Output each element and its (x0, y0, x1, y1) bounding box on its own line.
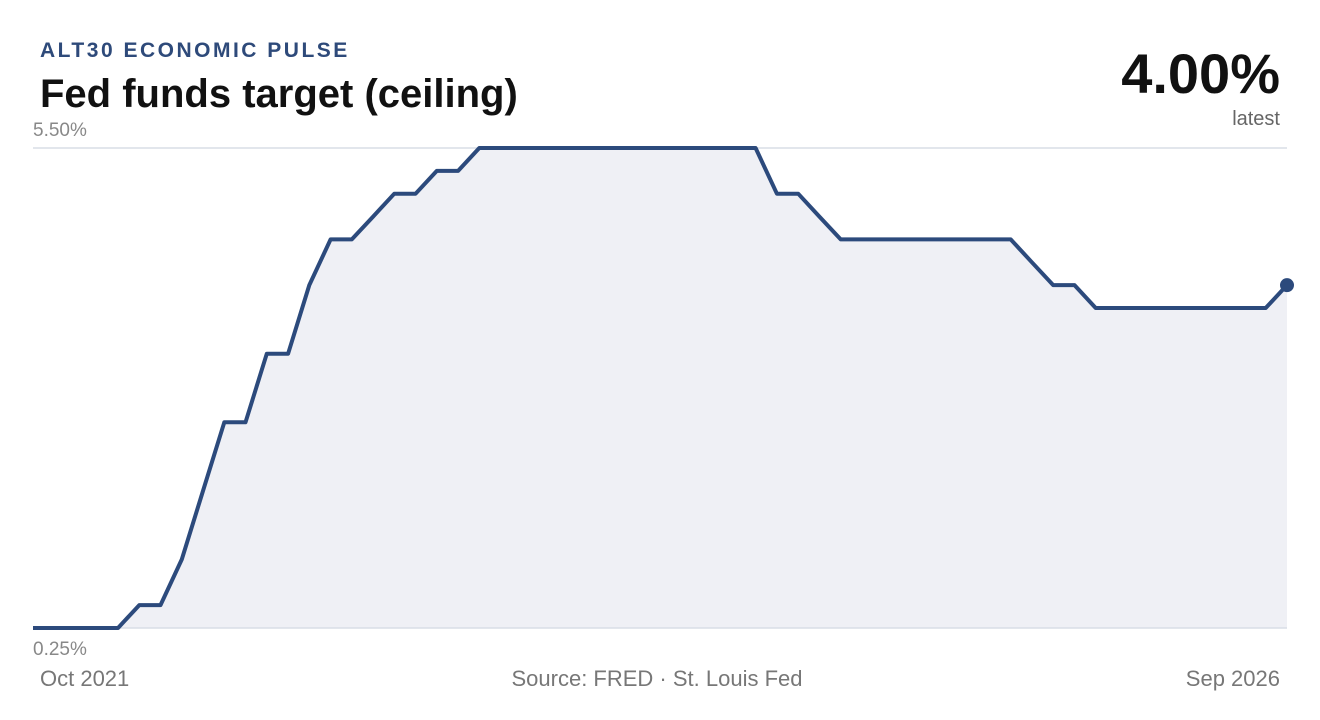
line (33, 146, 1289, 630)
latest-point (1280, 278, 1294, 293)
latest-caption: latest (1232, 108, 1280, 130)
x-tick-label: Oct 2021 (40, 666, 129, 691)
kicker: ALT30 ECONOMIC PULSE (40, 39, 350, 62)
area (33, 148, 1287, 628)
y-tick-label: 0.25% (33, 639, 87, 660)
source: Source: FRED · St. Louis Fed (512, 666, 803, 691)
latest-value: 4.00% (1121, 42, 1280, 105)
chart-title: Fed funds target (ceiling) (40, 72, 518, 116)
x-tick-label: Sep 2026 (1186, 666, 1280, 691)
y-tick-label: 5.50% (33, 120, 87, 141)
